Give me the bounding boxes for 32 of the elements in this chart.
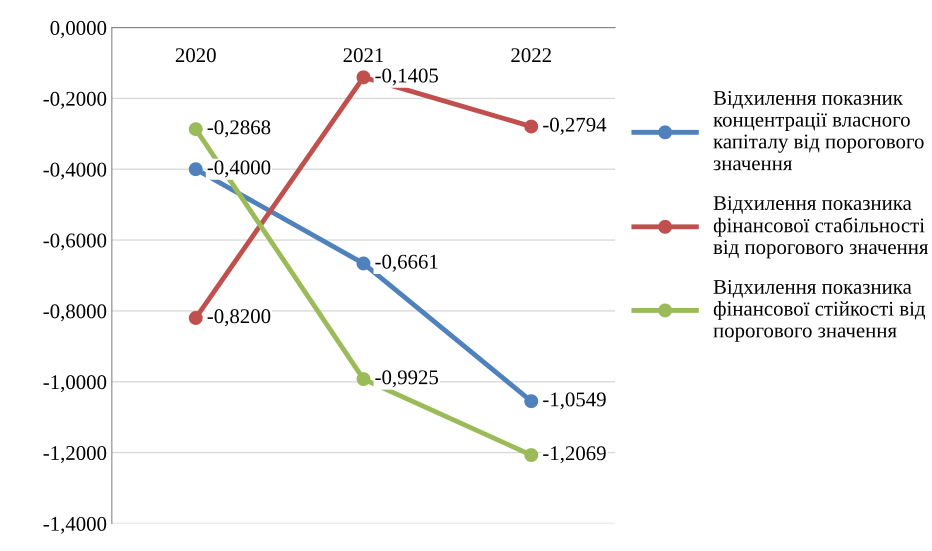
point — [356, 372, 370, 386]
point — [188, 311, 203, 325]
y-tick-label: -0,4000 — [44, 162, 106, 180]
point — [188, 122, 203, 136]
data-label: -0,2868 — [208, 120, 270, 138]
data-label: -1,2069 — [543, 446, 606, 464]
x-tick-label: 2021 — [344, 48, 384, 62]
legend-label: Відхилення показника фінансової стійкості від порогового значення — [713, 280, 926, 342]
x-tick-label: 2022 — [511, 48, 551, 62]
x-tick-label: 2020 — [176, 48, 216, 62]
point — [524, 394, 538, 408]
point — [188, 162, 203, 176]
point — [524, 448, 538, 462]
data-label: -0,2794 — [543, 118, 606, 135]
y-tick-label: -1,4000 — [44, 516, 106, 534]
data-label: -1,0549 — [543, 392, 606, 410]
y-tick-label: -0,8000 — [44, 304, 106, 322]
point — [524, 120, 538, 134]
data-label: -0,9925 — [375, 370, 438, 388]
data-label: -0,6661 — [375, 254, 438, 272]
y-tick-label: -1,2000 — [44, 446, 106, 464]
y-tick-label: -0,6000 — [44, 233, 106, 251]
legend-label: Відхилення показник концентрації власного капіталу від порогового значення — [713, 90, 924, 170]
data-label: -0,4000 — [208, 160, 270, 178]
data-label: -0,1405 — [375, 68, 438, 86]
legend-label: Відхилення показника фінансової стабільності від порогового значення — [713, 196, 928, 258]
point — [356, 256, 370, 270]
point — [356, 70, 370, 84]
y-tick-label: -1,0000 — [44, 375, 106, 392]
y-tick-label: -0,2000 — [44, 92, 106, 109]
y-tick-label: 0,0000 — [50, 20, 106, 38]
data-label: -0,8200 — [208, 309, 270, 326]
